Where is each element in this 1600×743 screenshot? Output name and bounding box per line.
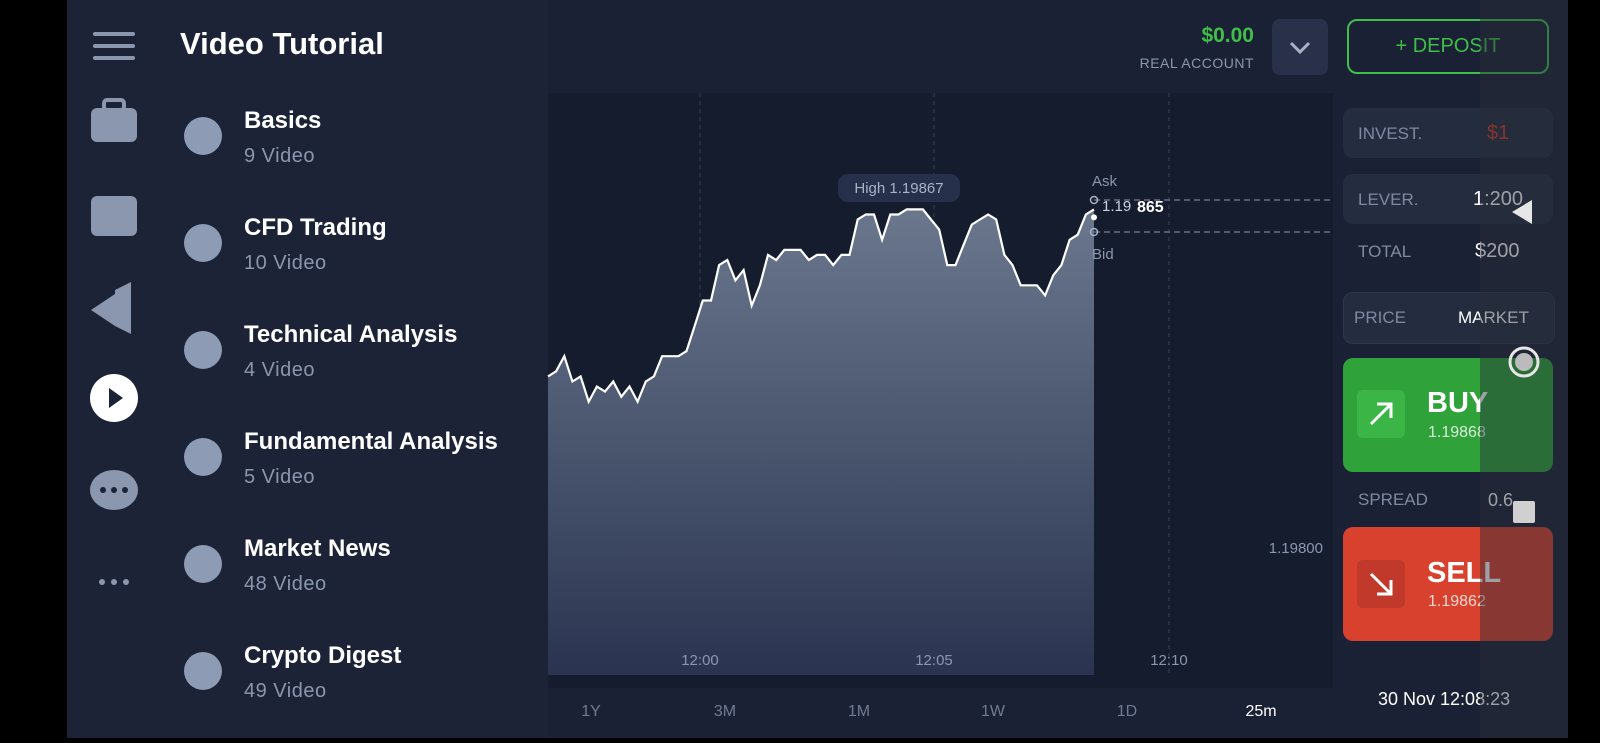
chevron	[1289, 41, 1311, 55]
invest-value: $1	[1487, 122, 1510, 144]
recents-button[interactable]	[1513, 501, 1535, 523]
ask-dot	[1089, 195, 1099, 205]
price-area	[548, 209, 1094, 675]
tutorial-title[interactable]: Crypto Digest	[244, 642, 402, 669]
period-option[interactable]: 1Y	[581, 703, 601, 720]
high-badge	[838, 174, 960, 202]
leverage-label: LEVER.	[1358, 190, 1419, 209]
page-title: Video Tutorial	[180, 26, 384, 61]
balance: $0.00	[1201, 24, 1254, 47]
sell-label: SELL	[1427, 557, 1502, 589]
tutorial-title[interactable]: Basics	[244, 107, 322, 134]
tutorial-count: 48 Video	[244, 573, 327, 595]
tutorial-icon[interactable]	[184, 224, 222, 262]
back-button[interactable]	[1512, 200, 1532, 224]
tutorial-icon[interactable]	[184, 652, 222, 690]
tutorial-title[interactable]: CFD Trading	[244, 214, 387, 241]
deposit-button[interactable]: + DEPOSIT	[1347, 19, 1549, 74]
ask-price-suffix: 865	[1137, 199, 1164, 216]
tutorial-title[interactable]: Fundamental Analysis	[244, 428, 498, 455]
tutorial-icon[interactable]	[184, 331, 222, 369]
ask-label: Ask	[1092, 173, 1118, 190]
buy-arrow	[1357, 390, 1405, 438]
price-line	[547, 208, 1095, 405]
price-axis-label: 1.19800	[1269, 540, 1323, 557]
total-value: $200	[1475, 240, 1520, 262]
datetime: 30 Nov 12:08:23	[1378, 689, 1511, 709]
icon-rail	[67, 0, 162, 738]
period-option[interactable]: 1M	[847, 703, 871, 720]
sell-price: 1.19862	[1428, 593, 1486, 610]
leverage-value: 1:200	[1473, 188, 1524, 210]
tutorial-title[interactable]: Technical Analysis	[244, 321, 458, 348]
tutorial-count: 10 Video	[244, 252, 327, 274]
time-label: 12:05	[915, 652, 953, 669]
spread-value: 0.6	[1488, 490, 1514, 510]
period-option[interactable]: 1D	[1116, 703, 1138, 720]
period-option[interactable]: 1W	[981, 703, 1005, 720]
nav-buttons	[1508, 200, 1540, 523]
ask-price-prefix: 1.19	[1102, 198, 1131, 215]
portfolio-icon[interactable]	[91, 108, 137, 142]
news-icon[interactable]	[91, 282, 131, 334]
tutorial-count: 5 Video	[244, 466, 315, 488]
price-mode[interactable]	[1343, 292, 1555, 344]
total-label: TOTAL	[1358, 242, 1412, 261]
tutorial-icon[interactable]	[184, 438, 222, 476]
spread-label: SPREAD	[1358, 490, 1428, 509]
tutorial-list	[162, 0, 548, 738]
tutorial-count: 4 Video	[244, 359, 315, 381]
tutorial-icon[interactable]	[184, 545, 222, 583]
time-label: 12:10	[1150, 652, 1188, 669]
bid-label: Bid	[1092, 246, 1114, 263]
period-option[interactable]: 25m	[1245, 703, 1277, 720]
buy-price: 1.19868	[1428, 424, 1486, 441]
buy-label: BUY	[1427, 387, 1489, 419]
invest-label: INVEST.	[1358, 124, 1423, 143]
rail-icons	[90, 32, 138, 585]
invest-field[interactable]	[1343, 108, 1553, 158]
price-mode-value: MARKET	[1458, 308, 1529, 327]
tutorial-icon[interactable]	[184, 117, 222, 155]
current-dot	[1091, 214, 1097, 221]
calendar-icon[interactable]	[91, 196, 137, 236]
high-label: High 1.19867	[854, 180, 943, 197]
leverage-field[interactable]	[1343, 174, 1553, 224]
tutorial-count: 9 Video	[244, 145, 315, 167]
menu-icon[interactable]	[93, 32, 135, 36]
account-type: REAL ACCOUNT	[1139, 55, 1254, 71]
bid-dot	[1089, 227, 1099, 237]
tutorial-count: 49 Video	[244, 680, 327, 702]
time-label: 12:00	[681, 652, 719, 669]
sell-arrow	[1357, 560, 1405, 608]
nav-overlay	[1480, 0, 1568, 738]
period-option[interactable]: 3M	[713, 703, 737, 720]
home-button[interactable]	[1508, 346, 1540, 378]
tutorial-title[interactable]: Market News	[244, 535, 391, 562]
account-dropdown[interactable]	[1272, 19, 1328, 75]
price-label: PRICE	[1354, 308, 1406, 327]
